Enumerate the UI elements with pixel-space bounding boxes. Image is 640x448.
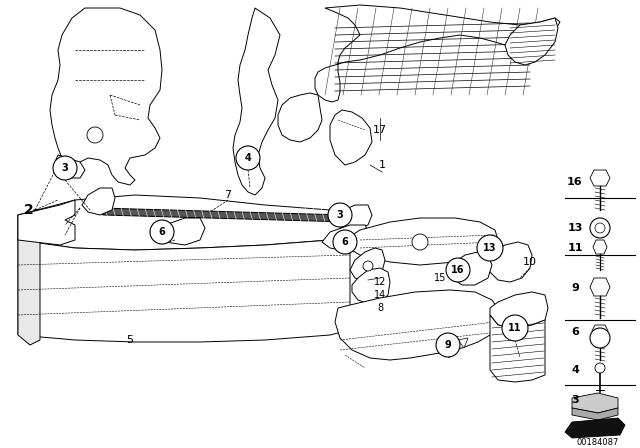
Polygon shape xyxy=(592,325,608,337)
Circle shape xyxy=(590,218,610,238)
Text: 4: 4 xyxy=(571,365,579,375)
Text: 17: 17 xyxy=(373,125,387,135)
Text: 13: 13 xyxy=(567,223,582,233)
Text: 9: 9 xyxy=(445,340,451,350)
Polygon shape xyxy=(490,292,548,328)
Polygon shape xyxy=(335,205,372,230)
Circle shape xyxy=(595,223,605,233)
Text: 7: 7 xyxy=(225,190,232,200)
Text: 5: 5 xyxy=(127,335,134,345)
Text: 1: 1 xyxy=(378,160,385,170)
Polygon shape xyxy=(352,268,390,304)
Text: 11: 11 xyxy=(567,243,583,253)
Text: 2-: 2- xyxy=(24,203,40,217)
Polygon shape xyxy=(278,93,322,142)
Text: 16: 16 xyxy=(451,265,465,275)
Circle shape xyxy=(328,203,352,227)
Polygon shape xyxy=(18,195,355,250)
Polygon shape xyxy=(458,338,468,348)
Text: 6: 6 xyxy=(571,327,579,337)
Text: 14: 14 xyxy=(374,290,386,300)
Polygon shape xyxy=(82,188,115,215)
Polygon shape xyxy=(348,218,498,265)
Text: 12: 12 xyxy=(374,277,386,287)
Text: 6: 6 xyxy=(342,237,348,247)
Text: 8: 8 xyxy=(377,303,383,313)
Circle shape xyxy=(150,220,174,244)
Polygon shape xyxy=(593,240,607,254)
Circle shape xyxy=(590,328,610,348)
Circle shape xyxy=(333,230,357,254)
Polygon shape xyxy=(18,235,350,342)
Circle shape xyxy=(595,363,605,373)
Polygon shape xyxy=(565,418,625,438)
Circle shape xyxy=(363,261,373,271)
Polygon shape xyxy=(448,252,492,285)
Circle shape xyxy=(87,127,103,143)
Polygon shape xyxy=(233,8,280,195)
Polygon shape xyxy=(505,18,558,65)
Polygon shape xyxy=(488,242,532,282)
Circle shape xyxy=(412,234,428,250)
Text: 10: 10 xyxy=(523,257,537,267)
Polygon shape xyxy=(315,5,560,102)
Text: 9: 9 xyxy=(571,283,579,293)
Circle shape xyxy=(446,258,470,282)
Polygon shape xyxy=(158,218,205,245)
Text: 11: 11 xyxy=(508,323,522,333)
Polygon shape xyxy=(55,155,85,178)
Polygon shape xyxy=(18,200,75,245)
Polygon shape xyxy=(335,290,500,360)
Text: 4: 4 xyxy=(244,153,252,163)
Circle shape xyxy=(53,156,77,180)
Circle shape xyxy=(436,333,460,357)
Text: 3: 3 xyxy=(571,395,579,405)
Polygon shape xyxy=(100,208,348,222)
Polygon shape xyxy=(572,408,618,420)
Text: 6: 6 xyxy=(159,227,165,237)
Polygon shape xyxy=(590,278,610,296)
Polygon shape xyxy=(572,393,618,413)
Text: 3: 3 xyxy=(61,163,68,173)
Polygon shape xyxy=(350,248,385,282)
Text: 13: 13 xyxy=(483,243,497,253)
Text: 16: 16 xyxy=(567,177,583,187)
Polygon shape xyxy=(330,110,372,165)
Circle shape xyxy=(477,235,503,261)
Circle shape xyxy=(502,315,528,341)
Polygon shape xyxy=(590,170,610,186)
Polygon shape xyxy=(18,215,40,345)
Circle shape xyxy=(236,146,260,170)
Polygon shape xyxy=(50,8,162,185)
Text: 15: 15 xyxy=(434,273,446,283)
Polygon shape xyxy=(490,315,545,382)
Text: 3: 3 xyxy=(337,210,344,220)
Polygon shape xyxy=(322,225,370,252)
Text: 00184087: 00184087 xyxy=(577,438,619,447)
